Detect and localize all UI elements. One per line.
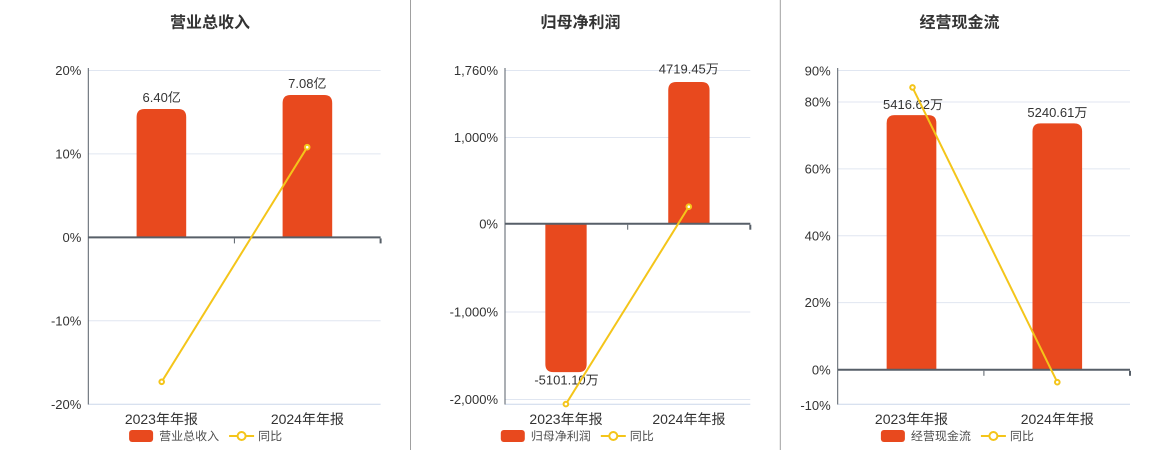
svg-text:-2,000%: -2,000% [450,392,499,407]
svg-text:4719.45: 4719.45 [659,61,706,76]
svg-text:20%: 20% [55,63,81,78]
svg-text:2024: 2024 [271,411,302,427]
svg-text:0%: 0% [63,230,82,245]
svg-text:0%: 0% [812,362,831,377]
svg-text:40%: 40% [805,228,831,243]
svg-text:-10%: -10% [51,313,82,328]
svg-text:2024: 2024 [652,411,683,427]
svg-text:2023: 2023 [529,411,560,427]
svg-text:6.40: 6.40 [143,90,168,105]
svg-text:1,760%: 1,760% [454,63,499,78]
svg-text:7.08: 7.08 [288,76,313,91]
svg-text:0%: 0% [479,216,498,231]
svg-text:2024: 2024 [1021,411,1052,427]
svg-text:10%: 10% [55,147,81,162]
svg-text:-1,000%: -1,000% [450,305,499,320]
svg-text:2023: 2023 [875,411,906,427]
svg-text:-20%: -20% [51,397,82,412]
svg-text:2023: 2023 [125,411,156,427]
svg-text:90%: 90% [805,63,831,78]
svg-text:-5101.10: -5101.10 [534,373,585,388]
svg-text:-10%: -10% [800,398,831,413]
svg-text:60%: 60% [805,162,831,177]
svg-text:80%: 80% [805,95,831,110]
svg-text:5240.61: 5240.61 [1027,105,1074,120]
svg-text:1,000%: 1,000% [454,130,499,145]
svg-text:20%: 20% [805,295,831,310]
